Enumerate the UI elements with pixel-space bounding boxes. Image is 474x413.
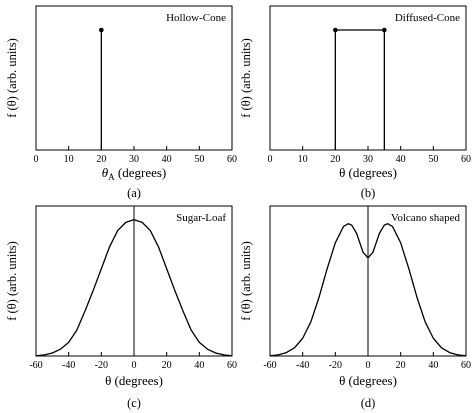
panel-title: Diffused-Cone	[395, 12, 460, 24]
x-tick-label: -40	[62, 360, 75, 371]
series-line-0	[334, 29, 385, 150]
x-tick-label: -20	[329, 360, 342, 371]
x-tick-label: 20	[396, 360, 406, 371]
plot-frame	[269, 5, 467, 151]
x-tick-label: 50	[194, 154, 204, 165]
data-point-marker	[333, 27, 338, 33]
panel-title: Volcano shaped	[391, 212, 461, 224]
x-tick-label: 30	[363, 154, 373, 165]
plot-frame	[35, 5, 233, 151]
x-tick-label: 40	[194, 360, 204, 371]
chart-panel-3: -60 -40 -20 0 20 40 60 f (θ) (arb. units) θ (deg…	[239, 205, 471, 410]
x-axis-unit: (degrees)	[115, 165, 167, 180]
x-tick-label: 60	[461, 154, 471, 165]
x-tick-label: 0	[268, 154, 273, 165]
panel-caption: (a)	[127, 186, 141, 200]
x-tick-label: -60	[29, 360, 42, 371]
x-tick-label: 60	[227, 360, 237, 371]
x-tick-label: 40	[162, 154, 172, 165]
data-point-marker	[382, 27, 387, 33]
x-tick-label: -40	[296, 360, 309, 371]
x-tick-label: 30	[129, 154, 139, 165]
x-tick-label: 50	[428, 154, 438, 165]
chart-panel-0: 0 10 20 30 40 50 60 f (θ) (arb. units) θA (degre…	[5, 5, 237, 200]
x-tick-label: -20	[95, 360, 108, 371]
y-axis-label: f (θ) (arb. units)	[5, 38, 19, 118]
x-axis-title: θ (degrees)	[339, 165, 397, 180]
x-tick-label: 40	[428, 360, 438, 371]
panel-title: Hollow-Cone	[166, 12, 226, 24]
data-point-marker	[99, 27, 104, 33]
y-axis-label: f (θ) (arb. units)	[239, 241, 253, 321]
x-tick-label: 10	[64, 154, 74, 165]
chart-panel-1: 0 10 20 30 40 50 60 f (θ) (arb. units) θ (degree…	[239, 5, 471, 200]
x-tick-label: 10	[298, 154, 308, 165]
panel-caption: (d)	[361, 396, 376, 410]
x-axis-symbol: θ	[102, 165, 109, 180]
x-axis-title: θ (degrees)	[339, 373, 397, 388]
panel-caption: (b)	[361, 186, 376, 200]
x-axis-title: θ (degrees)	[105, 373, 163, 388]
series-line-0	[35, 218, 233, 357]
x-tick-label: 20	[162, 360, 172, 371]
x-tick-label: 20	[330, 154, 340, 165]
y-axis-label: f (θ) (arb. units)	[5, 241, 19, 321]
x-tick-label: 0	[132, 360, 137, 371]
x-tick-label: 60	[227, 154, 237, 165]
x-tick-label: 0	[366, 360, 371, 371]
x-tick-label: 60	[461, 360, 471, 371]
x-tick-label: -60	[263, 360, 276, 371]
x-axis-title: θA (degrees)	[102, 165, 167, 182]
y-axis-label: f (θ) (arb. units)	[239, 38, 253, 118]
x-tick-label: 20	[96, 154, 106, 165]
panel-title: Sugar-Loaf	[176, 212, 226, 224]
x-axis-subscript: A	[108, 172, 115, 182]
x-tick-label: 40	[396, 154, 406, 165]
chart-panel-2: -60 -40 -20 0 20 40 60 f (θ) (arb. units) θ (deg…	[5, 205, 237, 410]
series-line-0	[269, 223, 467, 357]
panel-caption: (c)	[127, 396, 141, 410]
x-tick-label: 0	[34, 154, 39, 165]
